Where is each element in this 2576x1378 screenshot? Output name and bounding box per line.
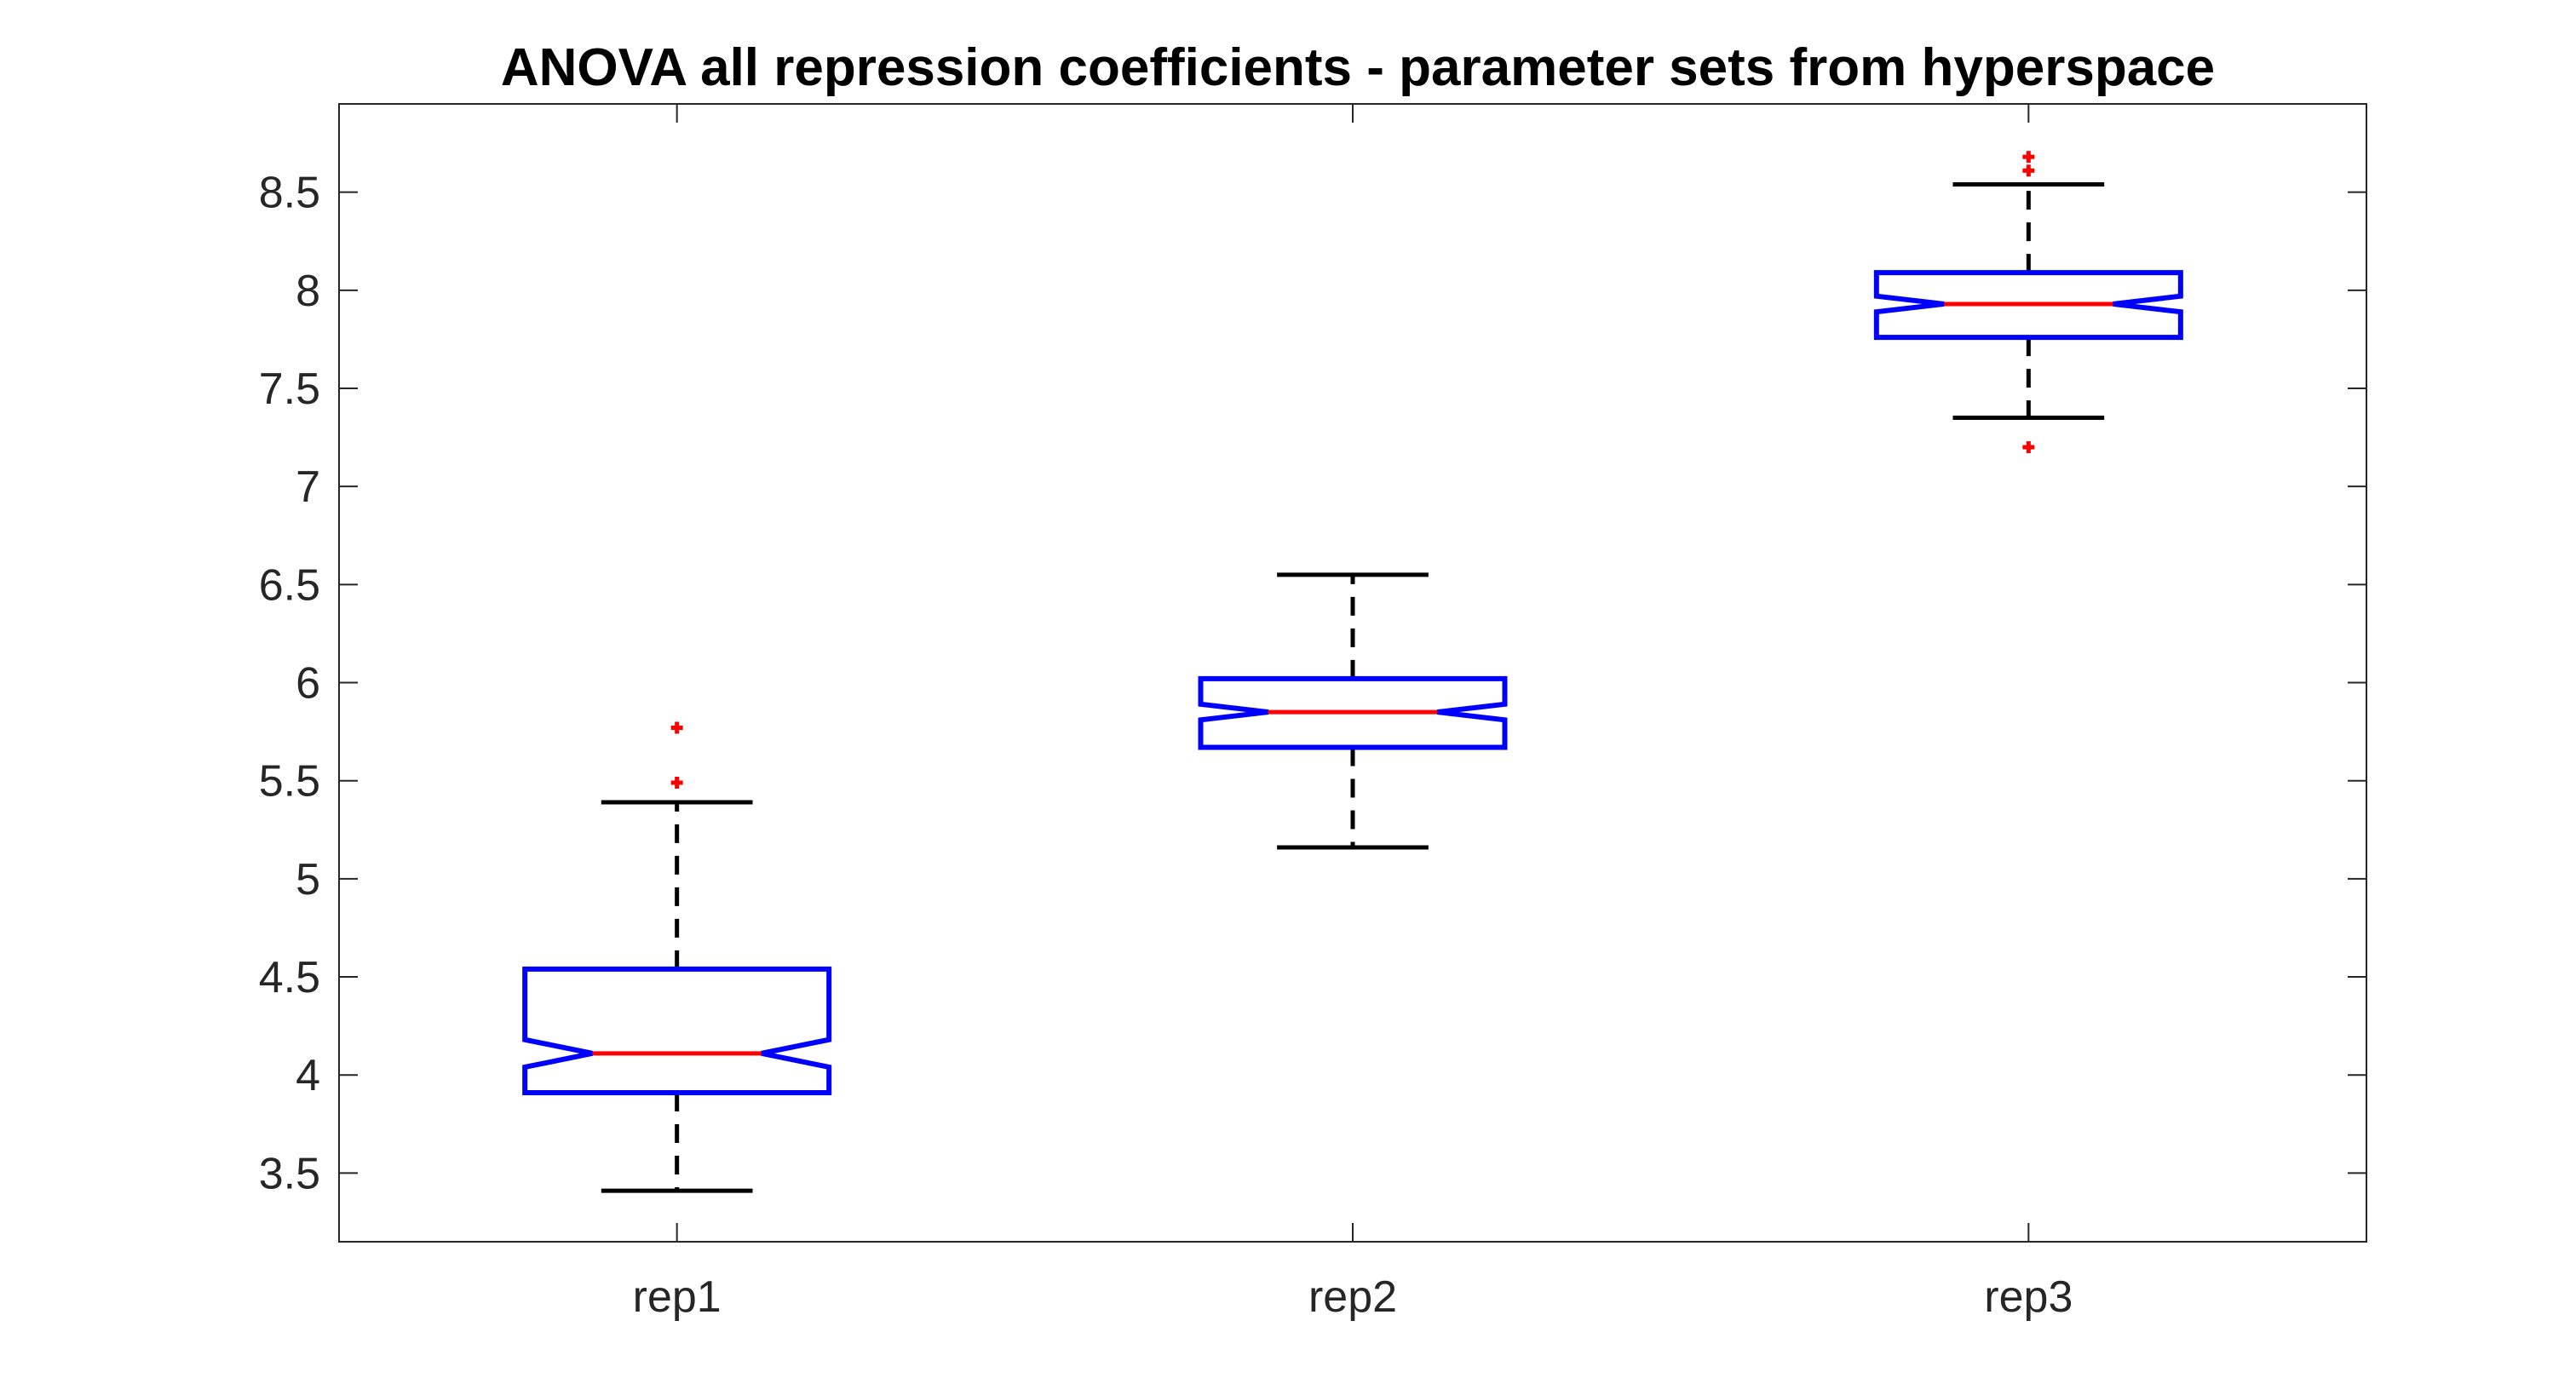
y-tick-label: 6 — [296, 659, 320, 709]
y-tick-label: 3.5 — [259, 1149, 320, 1198]
y-tick-label: 5 — [296, 855, 320, 904]
y-tick-label: 4.5 — [259, 953, 320, 1002]
notched-box — [522, 966, 832, 1095]
plot-area: 3.5 4 4.5 5 5.5 6 6.5 7 7.5 8 8.5 rep1 rep2 rep3 — [259, 103, 2367, 1322]
x-tick-label: rep3 — [1984, 1272, 2073, 1322]
y-tick-label: 7 — [296, 462, 320, 512]
y-tick-label: 6.5 — [259, 560, 320, 610]
y-tick-label: 5.5 — [259, 757, 320, 807]
x-tick-label: rep1 — [633, 1272, 722, 1322]
y-tick-label: 8.5 — [259, 169, 320, 218]
x-tick-label: rep2 — [1308, 1272, 1397, 1322]
y-tick-label: 4 — [296, 1051, 320, 1100]
chart-title: ANOVA all repression coefficients - para… — [501, 38, 2215, 97]
y-tick-label: 8 — [296, 267, 320, 316]
y-tick-label: 7.5 — [259, 365, 320, 414]
